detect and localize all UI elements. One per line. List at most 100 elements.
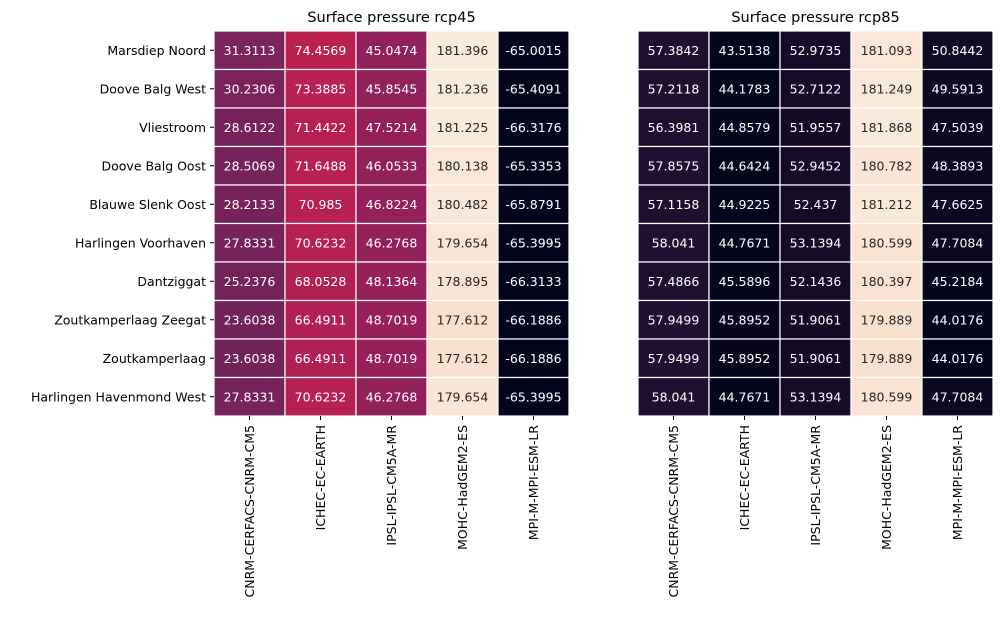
heatmap-cell (284, 222, 357, 263)
cell-value-label: 25.2376 (224, 274, 276, 289)
cell-value-label: 46.2768 (366, 389, 418, 404)
heatmap-cell (637, 107, 710, 148)
heatmap-cell (779, 107, 852, 148)
cell-value-label: 28.6122 (224, 120, 276, 135)
cell-value-label: 58.041 (652, 235, 696, 250)
heatmap-cell (355, 338, 428, 379)
y-tick-label: Doove Balg Oost (102, 158, 207, 173)
heatmap-cell (708, 338, 781, 379)
cell-value-label: 44.7671 (719, 235, 771, 250)
x-tick-label: IPSL-IPSL-CM5A-MR (384, 425, 399, 546)
cell-value-label: 46.8224 (366, 197, 418, 212)
cell-value-label: -65.4091 (505, 81, 561, 96)
heatmap-cell (355, 222, 428, 263)
cell-value-label: 57.3842 (648, 43, 700, 58)
heatmap-cell (355, 145, 428, 186)
heatmap-cell (850, 222, 923, 263)
cell-value-label: 46.2768 (366, 235, 418, 250)
cell-value-label: 180.138 (437, 158, 489, 173)
heatmap-cell (284, 299, 357, 340)
cell-value-label: -66.1886 (505, 312, 561, 327)
cell-value-label: 49.5913 (932, 81, 984, 96)
cell-value-label: 48.3893 (932, 158, 984, 173)
cell-value-label: 52.9452 (790, 158, 842, 173)
heatmap-cell (779, 68, 852, 109)
cell-value-label: 44.0176 (932, 312, 984, 327)
heatmap-cell (284, 30, 357, 71)
cell-value-label: 180.397 (861, 274, 913, 289)
y-tick-label: Dantziggat (137, 274, 206, 289)
cell-value-label: 45.8545 (366, 81, 418, 96)
cell-value-label: 45.8952 (719, 312, 771, 327)
cell-value-label: 181.396 (437, 43, 489, 58)
heatmap-cell (284, 376, 357, 417)
cell-value-label: 66.4911 (295, 312, 347, 327)
heatmap-cell (497, 338, 570, 379)
cell-value-label: 51.9061 (790, 351, 842, 366)
y-tick-label: Harlingen Voorhaven (75, 235, 206, 250)
cell-value-label: -65.8791 (505, 197, 561, 212)
cell-value-label: 180.482 (437, 197, 489, 212)
cell-value-label: 50.8442 (932, 43, 984, 58)
cell-value-label: -66.3133 (505, 274, 561, 289)
x-tick-label: MPI-M-MPI-ESM-LR (526, 425, 541, 540)
heatmap-cell (850, 338, 923, 379)
cell-value-label: 51.9557 (790, 120, 842, 135)
x-tick-label: ICHEC-EC-EARTH (313, 425, 328, 530)
heatmap-cell (284, 145, 357, 186)
heatmap-cell (779, 338, 852, 379)
heatmap-cell (213, 299, 286, 340)
heatmap-cell (497, 68, 570, 109)
x-tick-label: IPSL-IPSL-CM5A-MR (808, 425, 823, 546)
heatmap-cell (779, 376, 852, 417)
cell-value-label: -66.1886 (505, 351, 561, 366)
cell-value-label: 44.6424 (719, 158, 771, 173)
x-tick-label: ICHEC-EC-EARTH (737, 425, 752, 530)
y-tick-label: Harlingen Havenmond West (31, 389, 206, 404)
cell-value-label: 70.6232 (295, 389, 347, 404)
heatmap-cell (426, 222, 499, 263)
cell-value-label: 53.1394 (790, 235, 842, 250)
heatmap-cell (779, 299, 852, 340)
cell-value-label: 46.0533 (366, 158, 418, 173)
cell-value-label: 44.9225 (719, 197, 771, 212)
heatmap-cell (284, 338, 357, 379)
cell-value-label: 27.8331 (224, 389, 276, 404)
cell-value-label: 178.895 (437, 274, 489, 289)
cell-value-label: 44.7671 (719, 389, 771, 404)
y-tick-label: Vliestroom (139, 120, 206, 135)
heatmap-cell (921, 68, 994, 109)
cell-value-label: 181.249 (861, 81, 913, 96)
heatmap-cell (213, 184, 286, 225)
cell-value-label: 71.4422 (295, 120, 347, 135)
cell-value-label: 44.8579 (719, 120, 771, 135)
x-tick-label: MOHC-HadGEM2-ES (455, 425, 470, 550)
cell-value-label: 181.093 (861, 43, 913, 58)
heatmap-panel-1: Surface pressure rcp45 31.3113 74.4569 45.0… (31, 10, 570, 597)
heatmap-cell (921, 338, 994, 379)
cell-value-label: 57.2118 (648, 81, 700, 96)
heatmap-cell (637, 222, 710, 263)
heatmap-cell (708, 68, 781, 109)
heatmap-cell (921, 184, 994, 225)
x-tick-label: MPI-M-MPI-ESM-LR (950, 425, 965, 540)
cell-value-label: 181.225 (437, 120, 489, 135)
chart-title: Surface pressure rcp45 (307, 10, 475, 26)
cell-value-label: 44.1783 (719, 81, 771, 96)
y-tick-label: Marsdiep Noord (107, 43, 206, 58)
heatmap-cell (355, 68, 428, 109)
cell-value-label: 52.1436 (790, 274, 842, 289)
cell-value-label: 71.6488 (295, 158, 347, 173)
chart-title: Surface pressure rcp85 (731, 10, 899, 26)
x-tick-label: CNRM-CERFACS-CNRM-CM5 (242, 425, 257, 597)
cell-value-label: 47.6625 (932, 197, 984, 212)
heatmap-cell (497, 222, 570, 263)
heatmap-cell (637, 145, 710, 186)
cell-value-label: 57.1158 (648, 197, 700, 212)
cell-value-label: 74.4569 (295, 43, 347, 58)
cell-value-label: 179.654 (437, 389, 489, 404)
cell-value-label: 47.5039 (932, 120, 984, 135)
cell-value-label: -65.3995 (505, 389, 561, 404)
heatmap-cell (708, 184, 781, 225)
